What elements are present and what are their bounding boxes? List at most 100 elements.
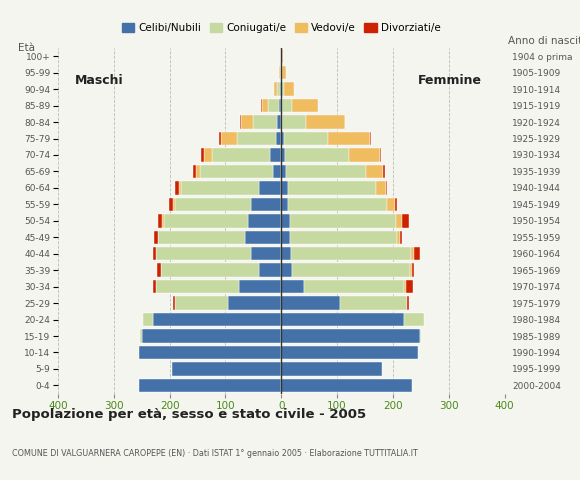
Bar xyxy=(154,280,155,293)
Bar xyxy=(273,165,281,178)
Bar xyxy=(376,181,386,194)
Bar xyxy=(164,214,248,228)
Bar xyxy=(285,148,349,162)
Bar xyxy=(262,99,269,112)
Bar xyxy=(259,181,281,194)
Bar xyxy=(414,247,420,261)
Bar xyxy=(289,230,397,244)
Bar xyxy=(404,313,423,326)
Bar xyxy=(200,165,273,178)
Bar xyxy=(404,280,407,293)
Bar xyxy=(383,165,385,178)
Bar xyxy=(281,379,412,392)
Bar xyxy=(379,148,380,162)
Bar xyxy=(407,296,409,310)
Bar xyxy=(281,280,304,293)
Bar xyxy=(292,264,409,277)
Bar xyxy=(284,132,328,145)
Bar xyxy=(288,181,376,194)
Bar xyxy=(328,132,370,145)
Text: Anno di nascita: Anno di nascita xyxy=(508,36,580,46)
Bar xyxy=(396,214,403,228)
Bar xyxy=(304,280,404,293)
Bar xyxy=(386,181,387,194)
Bar xyxy=(281,49,283,63)
Bar xyxy=(349,148,379,162)
Bar xyxy=(158,214,162,228)
Bar xyxy=(248,214,281,228)
Bar xyxy=(277,115,281,129)
Bar xyxy=(181,181,259,194)
Bar xyxy=(229,296,281,310)
Legend: Celibi/Nubili, Coniugati/e, Vedovi/e, Divorziati/e: Celibi/Nubili, Coniugati/e, Vedovi/e, Di… xyxy=(118,19,445,37)
Bar xyxy=(281,313,404,326)
Bar xyxy=(251,198,281,211)
Bar xyxy=(173,296,175,310)
Bar xyxy=(279,66,280,79)
Bar xyxy=(274,83,277,96)
Bar xyxy=(281,247,291,261)
Bar xyxy=(411,247,414,261)
Bar xyxy=(240,115,241,129)
Bar xyxy=(281,329,420,343)
Bar xyxy=(281,362,382,376)
Bar xyxy=(286,165,365,178)
Bar xyxy=(173,198,175,211)
Bar xyxy=(175,198,251,211)
Bar xyxy=(278,99,281,112)
Bar xyxy=(282,115,306,129)
Bar xyxy=(212,148,270,162)
Bar xyxy=(161,264,259,277)
Bar xyxy=(281,214,289,228)
Bar xyxy=(281,198,288,211)
Bar xyxy=(409,264,412,277)
Bar xyxy=(157,264,161,277)
Text: Popolazione per età, sesso e stato civile - 2005: Popolazione per età, sesso e stato civil… xyxy=(12,408,366,420)
Bar xyxy=(281,115,282,129)
Bar xyxy=(241,115,253,129)
Bar xyxy=(201,148,204,162)
Bar xyxy=(365,165,383,178)
Bar xyxy=(281,148,285,162)
Bar xyxy=(169,198,173,211)
Bar xyxy=(259,264,281,277)
Bar xyxy=(139,346,281,359)
Bar xyxy=(237,132,276,145)
Bar xyxy=(158,230,245,244)
Bar xyxy=(270,148,281,162)
Bar xyxy=(288,198,387,211)
Text: Maschi: Maschi xyxy=(75,74,124,87)
Bar xyxy=(412,264,414,277)
Bar xyxy=(292,99,318,112)
Bar xyxy=(154,230,158,244)
Bar xyxy=(387,198,394,211)
Bar xyxy=(219,132,221,145)
Bar xyxy=(403,214,409,228)
Bar xyxy=(291,247,411,261)
Bar xyxy=(397,230,400,244)
Bar xyxy=(175,181,179,194)
Bar xyxy=(281,132,284,145)
Bar xyxy=(281,165,286,178)
Bar xyxy=(400,230,403,244)
Bar xyxy=(175,296,229,310)
Bar xyxy=(394,198,397,211)
Bar xyxy=(282,66,286,79)
Bar xyxy=(282,99,292,112)
Bar xyxy=(281,83,284,96)
Bar xyxy=(281,230,289,244)
Bar xyxy=(284,83,293,96)
Text: Età: Età xyxy=(18,43,35,53)
Bar xyxy=(139,379,281,392)
Bar xyxy=(154,247,155,261)
Bar xyxy=(179,181,181,194)
Bar xyxy=(340,296,407,310)
Bar xyxy=(245,230,281,244)
Bar xyxy=(280,83,281,96)
Bar xyxy=(289,214,396,228)
Bar xyxy=(251,247,281,261)
Bar xyxy=(143,313,153,326)
Bar xyxy=(153,313,281,326)
Bar xyxy=(420,329,422,343)
Bar xyxy=(193,165,196,178)
